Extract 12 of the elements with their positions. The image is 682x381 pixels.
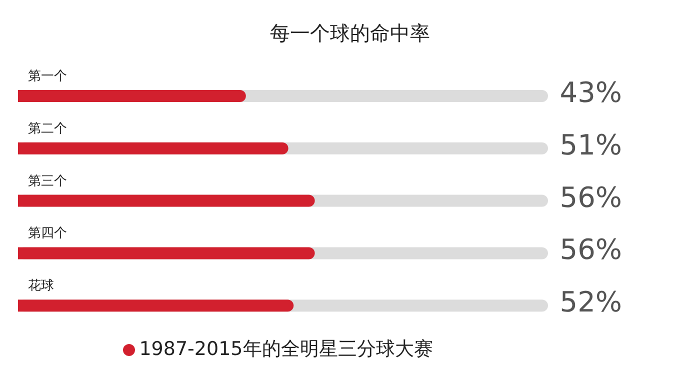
y-tick-label: 第二个 bbox=[28, 121, 67, 136]
data-label: 43% bbox=[560, 76, 622, 109]
y-tick-label: 第一个 bbox=[28, 69, 67, 84]
data-label: 56% bbox=[560, 180, 622, 214]
y-tick-label: 第四个 bbox=[28, 226, 67, 242]
data-label: 52% bbox=[560, 286, 622, 319]
data-label: 51% bbox=[560, 128, 622, 162]
y-tick-label: 第三个 bbox=[28, 174, 67, 189]
chart-title: 每一个球的命中率 bbox=[269, 20, 431, 47]
data-label: 56% bbox=[560, 233, 622, 266]
y-tick-label: 花球 bbox=[28, 278, 54, 294]
legend-label: 1987-2015年的全明星三分球大赛 bbox=[139, 338, 433, 360]
